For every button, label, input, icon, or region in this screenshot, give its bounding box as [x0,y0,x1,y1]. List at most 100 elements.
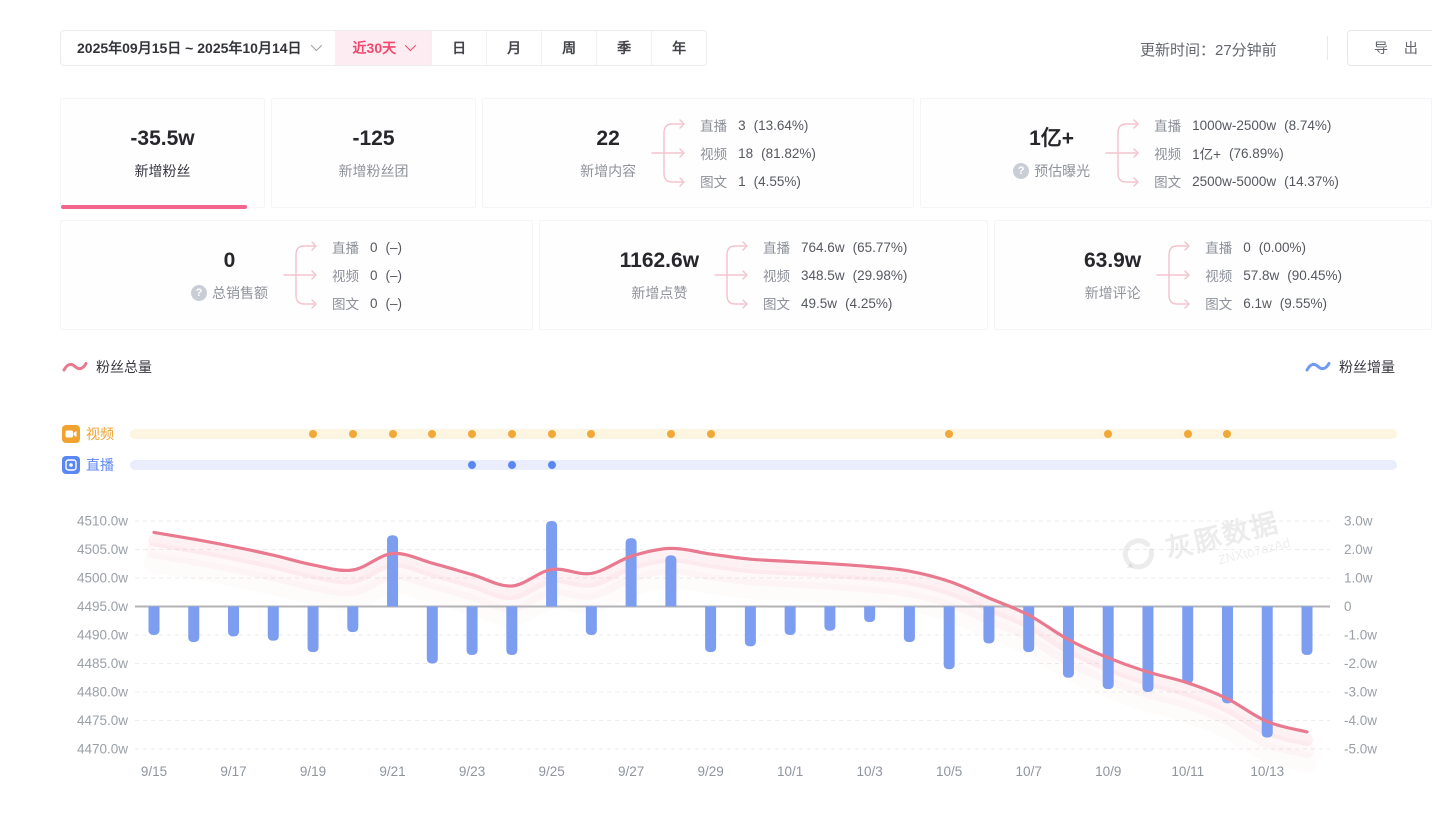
blue-wave-icon [1305,362,1331,372]
stat-value: -125 [352,126,395,150]
date-filter-group: 2025年09月15日 ~ 2025年10月14日 近30天 日 月 周 季 年 [60,30,708,66]
fans-delta-bar [307,606,319,653]
fans-delta-bar [744,606,756,647]
right-axis-tick: 1.0w [1344,571,1373,586]
fans-total-line [152,530,1309,734]
fans-delta-bar [1102,606,1114,690]
timeline-row-live: 直播 [62,456,1397,474]
right-axis-tick: -1.0w [1344,628,1377,643]
fans-chart: 4510.0w 3.0w 4505.0w 2.0w 4500.0w 1.0w 4495.0w… [0,500,1432,810]
fans-delta-bar [864,606,876,623]
video-content-dot [309,430,318,438]
date-range-picker[interactable]: 2025年09月15日 ~ 2025年10月14日 [61,31,335,65]
x-axis-tick: 10/3 [857,764,883,779]
x-axis-tick: 9/29 [697,764,723,779]
legend-label: 粉丝增量 [1339,359,1395,375]
tab-week[interactable]: 周 [541,31,596,65]
fans-delta-bar [506,606,518,655]
tree-bracket [714,241,748,309]
chevron-down-icon [404,39,417,51]
video-content-dot [666,430,675,438]
stat-card-new-comments[interactable]: 63.9w 新增评论 直播 0 (0.00%) 视频 57.8w (90.45%) 图文… [994,220,1432,330]
stat-label: 新增评论 [1084,284,1141,301]
legend-fans-delta[interactable]: 粉丝增量 [1305,357,1395,377]
left-axis-tick: 4480.0w [77,685,128,700]
stat-card-estimated-exposure[interactable]: 1亿+ ? 预估曝光 直播 1000w-2500w (8.74%) 视频 1亿+ (76.… [920,98,1432,208]
fans-delta-bar [625,538,637,607]
fans-delta-bar [1221,606,1233,704]
right-axis-tick: 3.0w [1344,514,1373,529]
x-axis-tick: 9/25 [538,764,564,779]
tab-day[interactable]: 日 [431,31,486,65]
video-content-dot [547,430,556,438]
chevron-down-icon [310,39,322,51]
stat-label: 总销售额 [211,284,268,301]
live-broadcast-icon [62,456,80,474]
breakdown-row: 视频 18 (81.82%) [700,145,816,163]
live-content-dot [468,461,477,469]
stat-value: 1162.6w [619,248,700,272]
video-content-dot [1104,430,1113,438]
right-axis-tick: 2.0w [1344,542,1373,557]
breakdown-row: 图文 2500w-5000w (14.37%) [1154,173,1339,191]
line-bar-chart-canvas: 4510.0w 3.0w 4505.0w 2.0w 4500.0w 1.0w 4495.0w… [77,514,1377,780]
x-axis-tick: 9/17 [220,764,246,779]
breakdown-row: 视频 0 (–) [331,267,402,285]
stat-card-new-likes[interactable]: 1162.6w 新增点赞 直播 764.6w (65.77%) 视频 348.5w (2… [539,220,988,330]
timeline-row-video: 视频 [62,425,1397,443]
left-axis-tick: 4505.0w [77,542,128,557]
video-content-dot [945,430,954,438]
stat-card-new-fanclub[interactable]: -125 新增粉丝团 [271,98,476,208]
export-button[interactable]: 导 出 [1347,30,1432,66]
live-content-dot [547,461,556,469]
update-time-text: 更新时间：27分钟前 [1140,42,1277,59]
stat-label: 新增点赞 [631,284,688,301]
fans-delta-bar [347,606,359,633]
tree-bracket [283,241,317,309]
stat-card-new-fans[interactable]: -35.5w 新增粉丝 [60,98,265,209]
video-content-dot [1223,430,1232,438]
legend-label: 粉丝总量 [96,359,152,375]
stat-card-total-sales[interactable]: 0 ? 总销售额 直播 0 (–) 视频 0 (–) 图文 0 (–) [60,220,533,330]
right-axis-tick: -3.0w [1344,685,1377,700]
stat-value: 63.9w [1083,248,1142,272]
video-camera-icon [62,425,80,443]
tree-bracket [651,119,685,187]
fans-delta-bar [426,606,438,664]
stat-label: 新增内容 [580,162,637,179]
fans-delta-bar [1142,606,1154,692]
x-axis-tick: 10/13 [1250,764,1284,779]
fans-delta-bar [983,606,995,644]
stat-card-new-content[interactable]: 22 新增内容 直播 3 (13.64%) 视频 18 (81.82%) 图文 1 (4.5… [482,98,914,208]
fans-delta-bar [228,606,240,637]
fans-delta-bar [546,521,558,607]
x-axis-tick: 9/27 [618,764,644,779]
video-content-dot [507,430,516,438]
stat-value: 1亿+ [1029,126,1075,150]
fans-delta-bar [1062,606,1074,678]
help-icon[interactable]: ? [1013,162,1030,179]
fans-delta-bar [824,606,836,631]
stat-value: 0 [223,248,236,272]
x-axis-tick: 9/15 [141,764,167,779]
breakdown-row: 视频 348.5w (29.98%) [763,267,908,285]
area-band [154,562,1307,762]
video-content-dot [428,430,437,438]
left-axis-tick: 4490.0w [77,628,128,643]
video-content-dot [388,430,397,438]
legend-fans-total[interactable]: 粉丝总量 [62,357,152,377]
help-icon[interactable]: ? [190,284,207,301]
tree-bracket [1105,119,1139,187]
right-axis-tick: -5.0w [1344,742,1377,757]
fans-delta-bar [466,606,478,655]
timeline-label: 视频 [86,426,114,442]
left-axis-tick: 4500.0w [77,571,128,586]
breakdown-row: 视频 57.8w (90.45%) [1205,267,1343,285]
tab-year[interactable]: 年 [651,31,706,65]
tab-month[interactable]: 月 [486,31,541,65]
quick-range-dropdown[interactable]: 近30天 [334,31,432,65]
fans-delta-bar [387,535,399,607]
tab-quarter[interactable]: 季 [596,31,651,65]
stat-value: -35.5w [130,126,195,150]
